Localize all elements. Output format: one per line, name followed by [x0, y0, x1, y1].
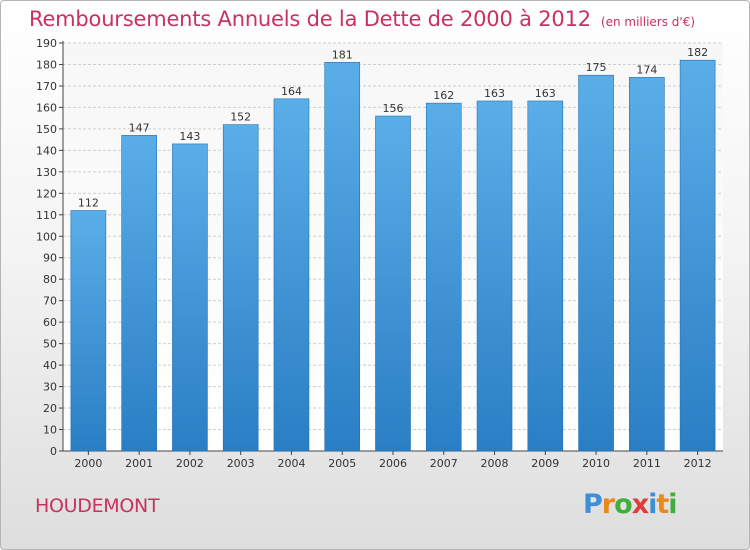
chart-title: Remboursements Annuels de la Dette de 20… — [29, 7, 591, 31]
x-tick-label: 2007 — [430, 457, 458, 470]
x-tick-label: 2002 — [176, 457, 204, 470]
bar-2006 — [375, 115, 411, 452]
x-tick-label: 2000 — [74, 457, 102, 470]
bar-value-label: 181 — [332, 48, 353, 61]
y-tick-label: 140 — [36, 144, 57, 157]
chart-unit: (en milliers d'€) — [600, 15, 696, 29]
x-tick-label: 2012 — [684, 457, 712, 470]
bar-2012 — [679, 59, 716, 452]
x-tick-label: 2008 — [481, 457, 509, 470]
bar-value-label: 174 — [636, 63, 657, 76]
bar-2004 — [273, 98, 310, 452]
x-tick-label: 2005 — [328, 457, 356, 470]
proxiti-logo: Proxiti — [583, 489, 678, 520]
bar-2001 — [121, 135, 157, 452]
bar-2008 — [476, 100, 513, 452]
y-tick-label: 20 — [43, 402, 57, 415]
y-tick-label: 110 — [36, 209, 57, 222]
bar-2000 — [70, 210, 107, 452]
bar-value-label: 182 — [687, 46, 708, 59]
x-tick-label: 2006 — [379, 457, 407, 470]
x-tick-label: 2009 — [531, 457, 559, 470]
y-tick-label: 0 — [50, 445, 57, 458]
y-tick-label: 60 — [43, 316, 57, 329]
bar-value-label: 164 — [281, 85, 302, 98]
bar-2010 — [578, 74, 614, 452]
bar-value-label: 112 — [78, 196, 99, 209]
x-tick-label: 2010 — [582, 457, 610, 470]
bar-2007 — [425, 102, 462, 452]
y-tick-label: 180 — [36, 58, 57, 71]
y-tick-label: 130 — [36, 166, 57, 179]
x-tick-label: 2003 — [227, 457, 255, 470]
x-tick-label: 2001 — [125, 457, 153, 470]
y-tick-label: 80 — [43, 273, 57, 286]
bar-value-label: 162 — [433, 89, 454, 102]
bar-value-label: 156 — [383, 102, 404, 115]
x-tick-label: 2004 — [277, 457, 305, 470]
bar-value-label: 147 — [129, 121, 150, 134]
y-tick-label: 90 — [43, 252, 57, 265]
y-tick-label: 70 — [43, 295, 57, 308]
y-tick-label: 170 — [36, 80, 57, 93]
bar-value-label: 175 — [586, 61, 607, 74]
y-tick-label: 120 — [36, 187, 57, 200]
y-tick-label: 150 — [36, 123, 57, 136]
y-tick-label: 190 — [36, 37, 57, 50]
commune-name: HOUDEMONT — [35, 495, 160, 517]
bar-2003 — [222, 124, 259, 452]
y-tick-label: 10 — [43, 424, 57, 437]
bar-value-label: 143 — [179, 130, 200, 143]
bar-2009 — [527, 100, 564, 452]
y-tick-label: 160 — [36, 101, 57, 114]
y-tick-label: 30 — [43, 381, 57, 394]
y-tick-label: 40 — [43, 359, 57, 372]
bar-value-label: 163 — [535, 87, 556, 100]
y-tick-label: 100 — [36, 230, 57, 243]
chart-header: Remboursements Annuels de la Dette de 20… — [29, 7, 695, 31]
bar-2005 — [324, 62, 361, 452]
bar-2002 — [172, 143, 208, 452]
x-tick-label: 2011 — [633, 457, 661, 470]
bar-value-label: 152 — [230, 111, 251, 124]
plot-area: 0 10 20 30 40 50 60 70 80 90 100 110 120 130 140 150 160… — [36, 37, 723, 470]
y-tick-label: 50 — [43, 338, 57, 351]
bar-2011 — [629, 77, 665, 452]
bar-value-label: 163 — [484, 87, 505, 100]
